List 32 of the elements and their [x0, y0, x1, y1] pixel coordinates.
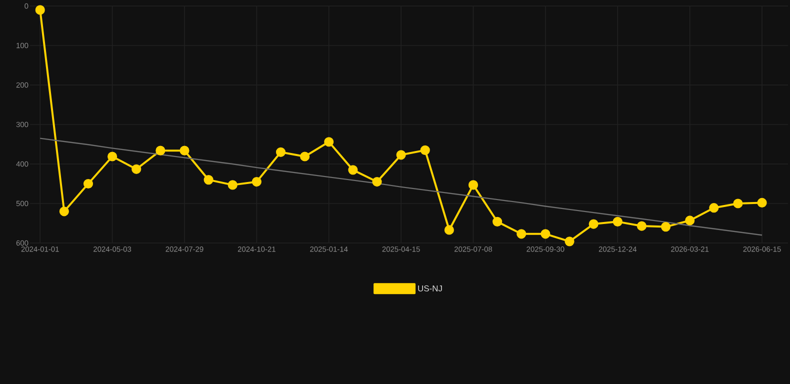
- point: [108, 152, 118, 162]
- point: [83, 178, 94, 189]
- point: [420, 145, 430, 155]
- point: [372, 176, 382, 187]
- point: [588, 219, 598, 229]
- point: [444, 225, 454, 235]
- point: [564, 236, 574, 246]
- point: [709, 203, 719, 213]
- point: [396, 150, 406, 160]
- point: [35, 5, 45, 15]
- point: [228, 180, 238, 190]
- point: [276, 147, 286, 157]
- point: [468, 180, 478, 190]
- point: [156, 146, 166, 156]
- point: [348, 165, 358, 175]
- point: [204, 175, 214, 185]
- point: [59, 206, 69, 216]
- point: [516, 229, 526, 239]
- point: [636, 221, 647, 231]
- point: [540, 229, 550, 239]
- point: [252, 176, 262, 187]
- point: [660, 222, 671, 232]
- point: [180, 146, 190, 156]
- point: [612, 216, 622, 226]
- point: [300, 152, 310, 162]
- point: [132, 164, 142, 174]
- point: [685, 216, 695, 226]
- point: [492, 216, 502, 226]
- legend-label: US-NJ: [418, 285, 442, 292]
- point: [324, 137, 334, 147]
- point: [757, 198, 767, 208]
- point: [733, 198, 743, 208]
